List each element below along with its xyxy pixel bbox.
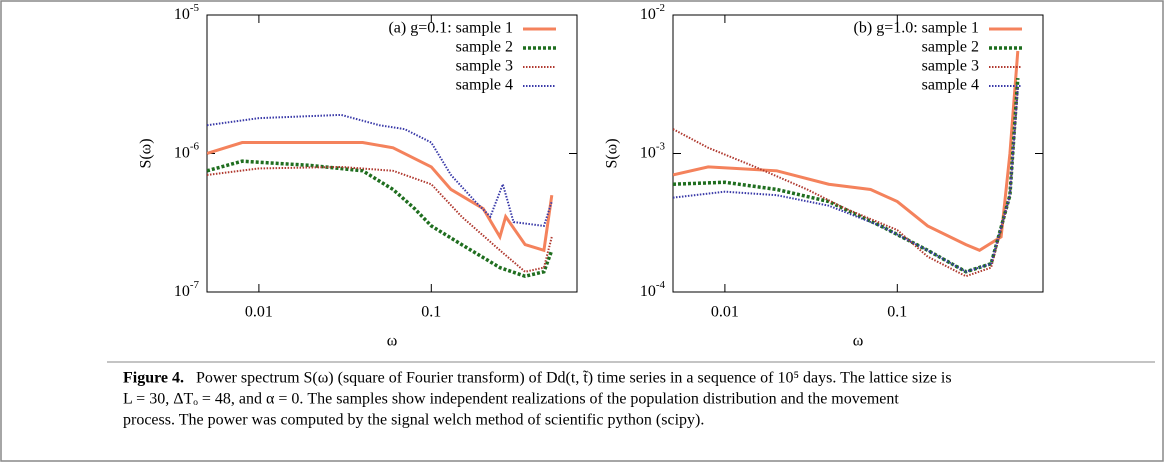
plot-frame bbox=[672, 14, 1044, 293]
legend-label: sample 2 bbox=[456, 39, 513, 56]
y-tick-label: 10-3 bbox=[640, 140, 666, 161]
y-tick-base: 10 bbox=[640, 283, 656, 300]
caption-line: process. The power was computed by the s… bbox=[123, 412, 704, 429]
y-axis-label: S(ω) bbox=[604, 138, 621, 168]
x-tick-label: 0.01 bbox=[245, 304, 273, 321]
y-tick-base: 10 bbox=[174, 6, 190, 23]
y-tick-label: 10-7 bbox=[174, 279, 200, 300]
y-tick-exp: -7 bbox=[190, 279, 200, 291]
series-line bbox=[207, 165, 553, 273]
legend-label: sample 3 bbox=[456, 58, 513, 75]
x-axis-label: ω bbox=[387, 333, 398, 350]
y-axis-label: S(ω) bbox=[138, 138, 155, 168]
x-tick-label: 0.1 bbox=[887, 304, 907, 321]
y-tick-exp: -2 bbox=[656, 2, 665, 14]
y-tick-exp: -4 bbox=[656, 279, 666, 291]
plot-frame bbox=[206, 14, 578, 293]
y-tick-exp: -5 bbox=[190, 2, 200, 14]
y-tick-base: 10 bbox=[174, 283, 190, 300]
y-tick-base: 10 bbox=[174, 144, 190, 161]
x-tick-label: 0.01 bbox=[711, 304, 739, 321]
y-tick-exp: -6 bbox=[190, 140, 200, 152]
y-tick-exp: -3 bbox=[656, 140, 666, 152]
series-line bbox=[207, 159, 554, 279]
y-tick-label: 10-2 bbox=[640, 2, 665, 23]
legend-label: sample 4 bbox=[456, 77, 513, 94]
caption-line: L = 30, ΔTₒ = 48, and α = 0. The samples… bbox=[123, 391, 899, 408]
legend-label: sample 2 bbox=[922, 39, 979, 56]
x-tick-label: 0.1 bbox=[421, 304, 441, 321]
x-axis-label: ω bbox=[853, 333, 864, 350]
legend-label: (b) g=1.0: sample 1 bbox=[854, 20, 979, 37]
y-tick-base: 10 bbox=[640, 6, 656, 23]
y-tick-label: 10-5 bbox=[174, 2, 200, 23]
y-tick-label: 10-4 bbox=[640, 279, 666, 300]
y-tick-label: 10-6 bbox=[174, 140, 200, 161]
series-line bbox=[673, 78, 1020, 274]
legend-label: (a) g=0.1: sample 1 bbox=[388, 20, 513, 37]
caption-line: Power spectrum S(ω) (square of Fourier t… bbox=[196, 370, 952, 387]
legend-label: sample 4 bbox=[922, 77, 979, 94]
legend-label: sample 3 bbox=[922, 58, 979, 75]
series-line bbox=[207, 113, 553, 228]
series-line bbox=[207, 141, 554, 253]
caption-label: Figure 4. bbox=[123, 370, 184, 387]
series-line bbox=[673, 87, 1019, 273]
y-tick-base: 10 bbox=[640, 144, 656, 161]
